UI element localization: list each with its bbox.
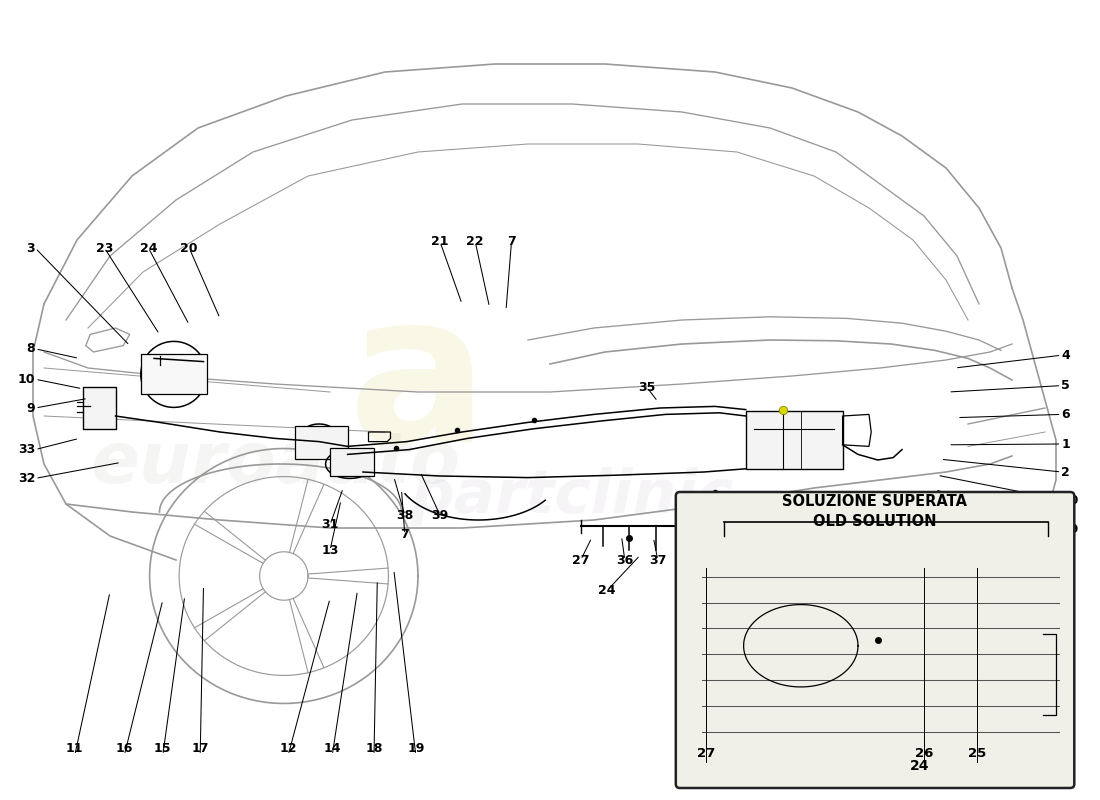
Text: 37: 37 bbox=[649, 554, 667, 566]
Text: 20: 20 bbox=[180, 242, 198, 254]
Text: 17: 17 bbox=[191, 742, 209, 755]
FancyBboxPatch shape bbox=[330, 448, 374, 476]
Text: 15: 15 bbox=[154, 742, 172, 755]
Text: euroauto: euroauto bbox=[90, 430, 460, 498]
FancyBboxPatch shape bbox=[82, 387, 116, 429]
Text: 3: 3 bbox=[26, 242, 35, 254]
Text: 26: 26 bbox=[915, 747, 933, 760]
Text: 18: 18 bbox=[365, 742, 383, 755]
Text: SOLUZIONE SUPERATA
OLD SOLUTION: SOLUZIONE SUPERATA OLD SOLUTION bbox=[782, 494, 967, 530]
Text: 12: 12 bbox=[279, 742, 297, 755]
Text: 27: 27 bbox=[697, 747, 715, 760]
Text: 10: 10 bbox=[18, 373, 35, 386]
Text: 7: 7 bbox=[507, 235, 516, 248]
Text: 2: 2 bbox=[1062, 466, 1070, 478]
Text: 27: 27 bbox=[572, 554, 590, 566]
Text: 29: 29 bbox=[1062, 523, 1079, 536]
Text: 22: 22 bbox=[466, 235, 484, 248]
Text: 28: 28 bbox=[768, 523, 785, 536]
Text: 23: 23 bbox=[96, 242, 113, 254]
Text: 24: 24 bbox=[910, 758, 930, 773]
Text: partclinic: partclinic bbox=[410, 466, 734, 526]
Text: 19: 19 bbox=[407, 742, 425, 755]
FancyBboxPatch shape bbox=[746, 411, 843, 469]
Text: 30: 30 bbox=[1062, 494, 1079, 506]
Text: 7: 7 bbox=[400, 528, 409, 541]
Text: 5: 5 bbox=[1062, 379, 1070, 392]
Text: 4: 4 bbox=[1062, 349, 1070, 362]
Text: 38: 38 bbox=[396, 509, 414, 522]
FancyBboxPatch shape bbox=[295, 426, 348, 459]
Text: 24: 24 bbox=[598, 584, 616, 597]
Text: 14: 14 bbox=[323, 742, 341, 755]
Text: a: a bbox=[348, 283, 488, 485]
Text: 21: 21 bbox=[431, 235, 449, 248]
FancyBboxPatch shape bbox=[675, 492, 1075, 788]
Text: 32: 32 bbox=[18, 472, 35, 485]
Text: 25: 25 bbox=[968, 747, 986, 760]
Text: 24: 24 bbox=[140, 242, 157, 254]
Text: 9: 9 bbox=[26, 402, 35, 414]
Text: 16: 16 bbox=[116, 742, 133, 755]
FancyBboxPatch shape bbox=[814, 576, 924, 598]
Text: 11: 11 bbox=[66, 742, 84, 755]
Text: 31: 31 bbox=[321, 518, 339, 531]
Text: 6: 6 bbox=[1062, 408, 1070, 421]
Text: 33: 33 bbox=[18, 443, 35, 456]
Text: 29: 29 bbox=[730, 523, 748, 536]
Text: 13: 13 bbox=[321, 544, 339, 557]
Text: 36: 36 bbox=[616, 554, 634, 566]
Text: 1: 1 bbox=[1062, 438, 1070, 450]
Text: 39: 39 bbox=[431, 509, 449, 522]
Text: 35: 35 bbox=[638, 381, 656, 394]
FancyBboxPatch shape bbox=[141, 354, 207, 394]
Text: 8: 8 bbox=[26, 342, 35, 355]
